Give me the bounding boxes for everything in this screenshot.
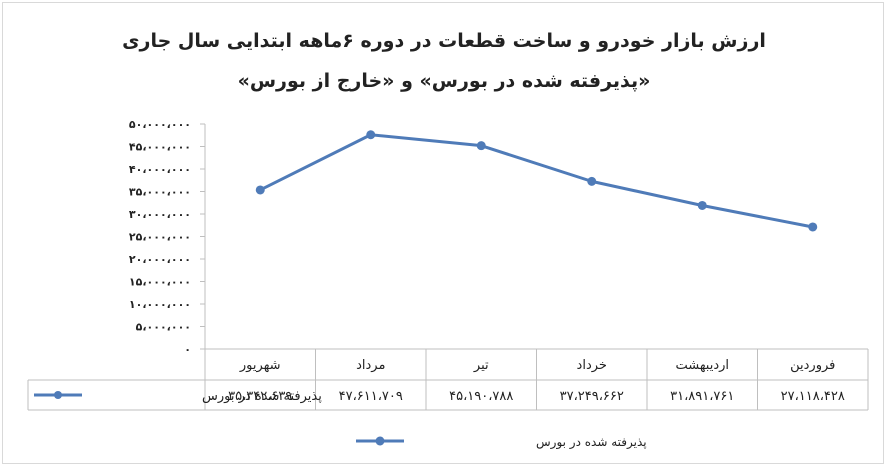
y-tick-label: ۲۵،۰۰۰،۰۰۰: [129, 231, 191, 244]
y-tick-label: ۵۰،۰۰۰،۰۰۰: [129, 118, 191, 131]
x-category-label: شهریور: [239, 358, 281, 373]
data-point: [697, 200, 707, 210]
chart-subtitle: «پذیرفته شده در بورس» و «خارج از بورس»: [237, 70, 651, 92]
data-point: [255, 185, 265, 195]
y-tick-label: ۲۰،۰۰۰،۰۰۰: [129, 253, 191, 266]
table-value-cell: ۳۵،۳۴۲،۶۳۹: [228, 389, 292, 404]
series-line: [259, 133, 814, 229]
table-value-cell: ۲۷،۱۱۸،۴۲۸: [781, 389, 845, 404]
data-point: [808, 222, 818, 232]
y-tick-label: ۱۰،۰۰۰،۰۰۰: [129, 298, 191, 311]
y-tick-label: ۰: [184, 343, 191, 356]
x-category-label: خرداد: [577, 358, 607, 373]
data-point: [476, 141, 486, 151]
y-tick-label: ۵،۰۰۰،۰۰۰: [136, 321, 191, 334]
y-tick-label: ۳۵،۰۰۰،۰۰۰: [129, 186, 191, 199]
table-value-cell: ۳۱،۸۹۱،۷۶۱: [670, 389, 734, 404]
x-category-label: تیر: [473, 358, 489, 373]
data-point: [587, 176, 597, 186]
x-category-label: مرداد: [356, 358, 385, 373]
table-series-label: پذیرفته شده در بورس: [202, 389, 322, 404]
y-tick-label: ۱۵،۰۰۰،۰۰۰: [129, 276, 191, 289]
legend-label: پذیرفته شده در بورس: [536, 435, 647, 450]
x-category-label: فروردین: [790, 358, 835, 373]
y-tick-label: ۴۵،۰۰۰،۰۰۰: [129, 141, 191, 154]
chart-title: ارزش بازار خودرو و ساخت قطعات در دوره ۶م…: [122, 30, 766, 52]
legend-marker: [375, 436, 385, 446]
y-tick-label: ۳۰،۰۰۰،۰۰۰: [129, 208, 191, 221]
y-tick-label: ۴۰،۰۰۰،۰۰۰: [129, 163, 191, 176]
table-value-cell: ۳۷،۲۴۹،۶۶۲: [560, 389, 624, 404]
table-legend-marker: [54, 391, 62, 399]
table-value-cell: ۴۷،۶۱۱،۷۰۹: [339, 389, 403, 404]
data-point: [366, 130, 376, 140]
table-value-cell: ۴۵،۱۹۰،۷۸۸: [449, 389, 513, 404]
x-category-label: اردیبهشت: [675, 358, 729, 373]
